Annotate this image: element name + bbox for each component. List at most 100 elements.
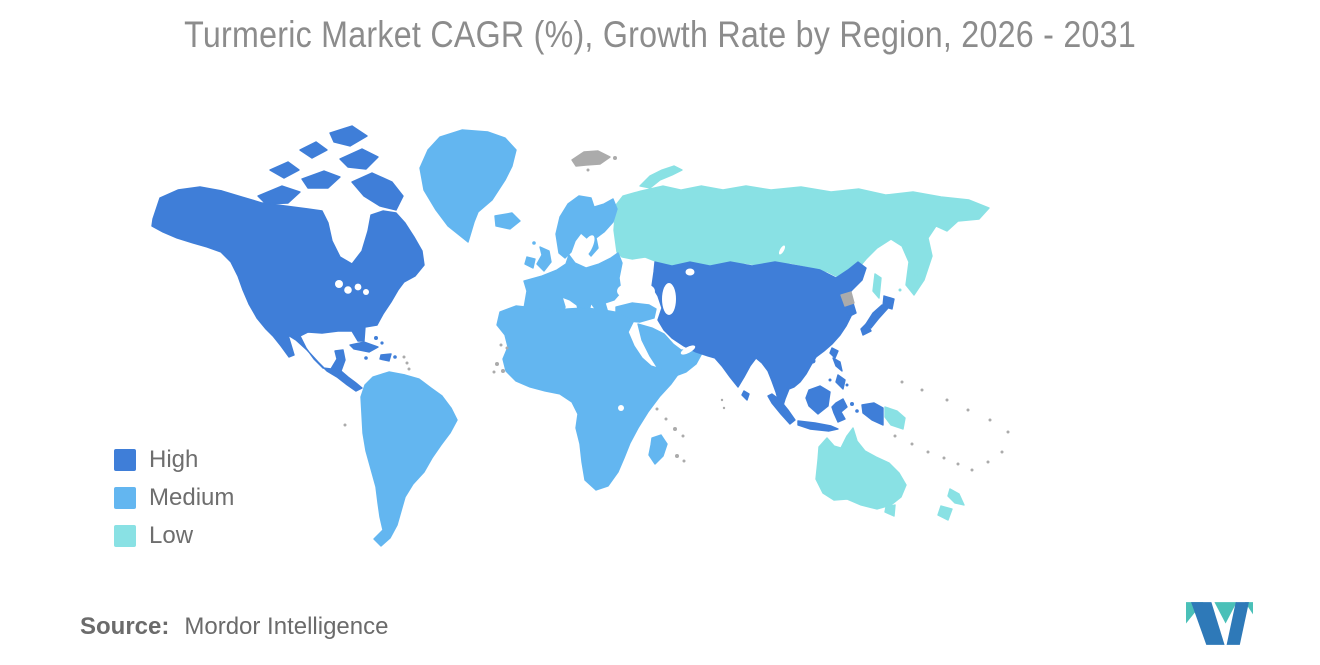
region-japan-kyushu [860, 322, 872, 336]
region-sulawesi [831, 398, 848, 423]
arctic-island [301, 170, 341, 189]
legend-item-high: High [114, 446, 234, 473]
arctic-island [299, 141, 328, 159]
pacific-island [988, 418, 992, 422]
great-lake [354, 283, 362, 291]
indian-ocean-island [673, 427, 677, 431]
region-japan-honshu [865, 304, 889, 329]
region-cuba [349, 341, 379, 353]
antilles-island [402, 355, 406, 359]
bahamas-island [380, 341, 384, 345]
caribbean-island [364, 356, 368, 360]
source-value: Mordor Intelligence [184, 613, 389, 640]
arctic-island [269, 161, 300, 179]
pacific-island [986, 460, 990, 464]
aral-sea [685, 268, 695, 276]
logo-blue-right-leg [1226, 602, 1249, 645]
canary-island [505, 346, 509, 350]
region-ellesmere-island [329, 125, 368, 147]
region-papua-new-guinea [884, 406, 906, 430]
kuril-island [906, 281, 910, 285]
arctic-island [257, 185, 301, 205]
pacific-island [942, 456, 946, 460]
pacific-island [966, 408, 970, 412]
region-greenland [419, 129, 517, 243]
region-north-korea [840, 291, 855, 307]
region-scandinavia [555, 195, 618, 259]
region-madagascar [648, 434, 668, 465]
pacific-island [945, 398, 949, 402]
arctic-island [339, 148, 379, 170]
region-united-kingdom [536, 246, 552, 272]
regions-no-data [343, 150, 1010, 472]
pacific-island [1006, 430, 1010, 434]
region-north-america [151, 186, 425, 392]
maldives-island [722, 406, 726, 410]
cape-verde-island [501, 369, 505, 373]
logo-teal-corner-right [1244, 602, 1253, 615]
legend-item-medium: Medium [114, 484, 234, 511]
caribbean-island [393, 355, 397, 359]
region-hispaniola [379, 353, 392, 362]
baltic-sea [579, 235, 595, 259]
antilles-island [405, 361, 409, 365]
region-japan-hokkaido [882, 295, 895, 310]
indian-ocean-island [681, 434, 685, 438]
page-title-text: Turmeric Market CAGR (%), Growth Rate by… [184, 14, 1136, 55]
regions-high [151, 125, 895, 432]
region-java [797, 420, 839, 432]
legend-label-high: High [149, 446, 199, 473]
region-new-zealand-north [947, 488, 965, 506]
reunion-island [682, 459, 686, 463]
pacific-island [926, 450, 930, 454]
source-line: Source: Mordor Intelligence [80, 613, 388, 641]
persian-gulf [680, 345, 696, 355]
logo-teal-middle-triangle [1214, 602, 1237, 624]
philippine-island [828, 378, 832, 382]
region-borneo [805, 385, 831, 415]
pacific-island [910, 442, 914, 446]
region-philippines-luzon [832, 357, 843, 372]
region-ireland [524, 256, 536, 269]
pacific-island [956, 462, 960, 466]
great-lake [335, 280, 343, 288]
region-africa [496, 305, 680, 491]
caspian-sea [662, 283, 676, 315]
kuril-island [898, 288, 902, 292]
legend-item-low: Low [114, 522, 234, 549]
pacific-island [970, 468, 974, 472]
source-label: Source: [80, 613, 170, 640]
regions-low [613, 165, 990, 521]
svalbard-islet [586, 168, 590, 172]
region-asia-block [651, 261, 867, 413]
philippine-island [845, 383, 849, 387]
legend-label-low: Low [149, 522, 194, 549]
lake-victoria [618, 405, 624, 411]
legend-swatch-high [114, 449, 136, 471]
region-taiwan [829, 347, 839, 359]
region-sakhalin [872, 273, 882, 299]
legend-swatch-low [114, 525, 136, 547]
region-svalbard [571, 150, 611, 167]
region-australia [815, 427, 907, 510]
region-iceland [494, 212, 521, 230]
lake-baikal [778, 245, 786, 255]
cape-verde-island [495, 362, 499, 366]
region-hainan [810, 358, 816, 364]
mordor-intelligence-logo [1186, 601, 1253, 646]
region-novaya-zemlya [639, 165, 683, 189]
pacific-island [1000, 450, 1004, 454]
region-sri-lanka [741, 390, 750, 401]
legend: High Medium Low [114, 446, 234, 563]
region-baffin-island [351, 172, 404, 211]
page-title: Turmeric Market CAGR (%), Growth Rate by… [0, 14, 1320, 56]
antilles-island [407, 367, 411, 371]
galapagos-island [343, 423, 347, 427]
mauritius-island [675, 454, 679, 458]
regions-medium [360, 129, 703, 547]
logo-blue-diagonal [1191, 602, 1225, 645]
svalbard-islet [613, 156, 617, 160]
great-lake [363, 289, 369, 295]
